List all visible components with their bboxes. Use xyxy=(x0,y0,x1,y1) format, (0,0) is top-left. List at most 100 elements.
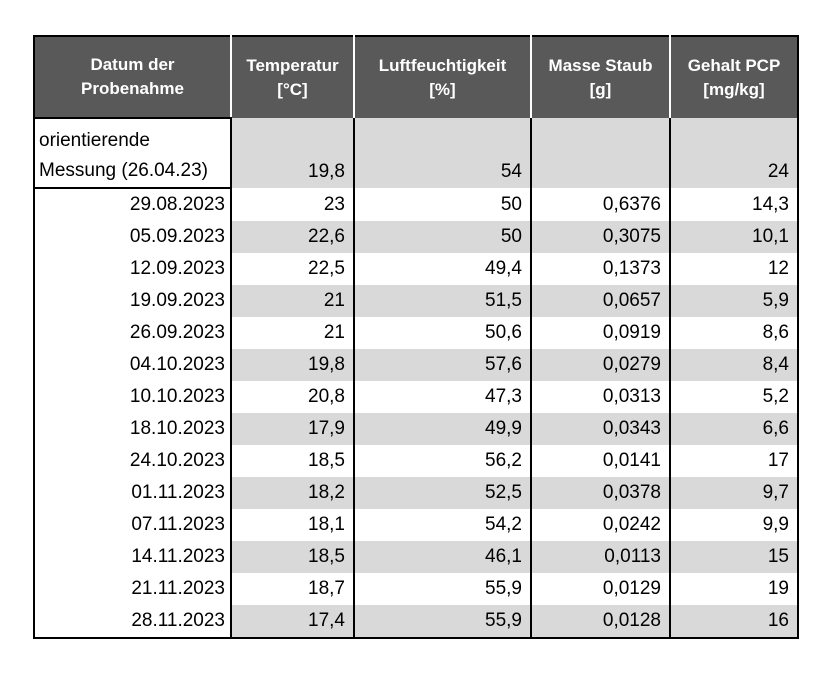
cell-pcp-content: 17 xyxy=(670,445,798,477)
cell-temperature: 18,5 xyxy=(231,445,355,477)
cell-humidity: 51,5 xyxy=(354,285,532,317)
cell-humidity: 50,6 xyxy=(354,317,532,349)
cell-pcp-content: 8,6 xyxy=(670,317,798,349)
cell-humidity: 52,5 xyxy=(354,477,532,509)
table-row: 05.09.2023 22,6 50 0,3075 10,1 xyxy=(34,221,798,253)
cell-temperature: 18,7 xyxy=(231,573,355,605)
cell-dust-mass: 0,1373 xyxy=(531,253,671,285)
cell-date: 04.10.2023 xyxy=(34,349,232,381)
cell-date: 01.11.2023 xyxy=(34,477,232,509)
cell-humidity: 56,2 xyxy=(354,445,532,477)
cell-temperature: 20,8 xyxy=(231,381,355,413)
table-row: 19.09.2023 21 51,5 0,0657 5,9 xyxy=(34,285,798,317)
header-date-label: Datum der Probenahme xyxy=(81,55,184,98)
cell-pcp-content: 10,1 xyxy=(670,221,798,253)
header-temperature: Temperatur [°C] xyxy=(231,36,355,118)
cell-date: 12.09.2023 xyxy=(34,253,232,285)
cell-temperature: 17,4 xyxy=(231,605,355,638)
cell-temperature: 19,8 xyxy=(231,118,355,188)
cell-date: 05.09.2023 xyxy=(34,221,232,253)
table-row: 21.11.2023 18,7 55,9 0,0129 19 xyxy=(34,573,798,605)
cell-humidity: 49,9 xyxy=(354,413,532,445)
table-row: 07.11.2023 18,1 54,2 0,0242 9,9 xyxy=(34,509,798,541)
cell-pcp-content: 9,7 xyxy=(670,477,798,509)
cell-pcp-content: 5,9 xyxy=(670,285,798,317)
cell-dust-mass: 0,0343 xyxy=(531,413,671,445)
table-row: 28.11.2023 17,4 55,9 0,0128 16 xyxy=(34,605,798,638)
cell-dust-mass: 0,0378 xyxy=(531,477,671,509)
cell-date: 26.09.2023 xyxy=(34,317,232,349)
cell-date: 29.08.2023 xyxy=(34,188,232,221)
cell-date: 14.11.2023 xyxy=(34,541,232,573)
cell-pcp-content: 16 xyxy=(670,605,798,638)
cell-dust-mass: 0,0919 xyxy=(531,317,671,349)
cell-temperature: 21 xyxy=(231,285,355,317)
cell-temperature: 18,5 xyxy=(231,541,355,573)
cell-dust-mass: 0,0313 xyxy=(531,381,671,413)
header-temperature-label: Temperatur [°C] xyxy=(246,55,339,99)
cell-dust-mass: 0,0141 xyxy=(531,445,671,477)
cell-pcp-content: 6,6 xyxy=(670,413,798,445)
table-row: 14.11.2023 18,5 46,1 0,0113 15 xyxy=(34,541,798,573)
cell-dust-mass: 0,6376 xyxy=(531,188,671,221)
header-date: Datum der Probenahme xyxy=(34,36,232,119)
cell-date: 07.11.2023 xyxy=(34,509,232,541)
cell-temperature: 18,2 xyxy=(231,477,355,509)
cell-humidity: 55,9 xyxy=(354,573,532,605)
cell-dust-mass: 0,0128 xyxy=(531,605,671,638)
cell-temperature: 23 xyxy=(231,188,355,221)
cell-dust-mass xyxy=(531,118,671,188)
header-pcp-content: Gehalt PCP [mg/kg] xyxy=(670,36,798,118)
cell-pcp-content: 9,9 xyxy=(670,509,798,541)
table-row: 04.10.2023 19,8 57,6 0,0279 8,4 xyxy=(34,349,798,381)
cell-dust-mass: 0,0279 xyxy=(531,349,671,381)
table-row: 12.09.2023 22,5 49,4 0,1373 12 xyxy=(34,253,798,285)
header-dust-mass: Masse Staub [g] xyxy=(531,36,671,118)
cell-date: 21.11.2023 xyxy=(34,573,232,605)
cell-temperature: 21 xyxy=(231,317,355,349)
cell-dust-mass: 0,3075 xyxy=(531,221,671,253)
cell-pcp-content: 15 xyxy=(670,541,798,573)
measurement-table: Datum der Probenahme Temperatur [°C] Luf… xyxy=(33,35,799,639)
cell-humidity: 46,1 xyxy=(354,541,532,573)
cell-pcp-content: 8,4 xyxy=(670,349,798,381)
cell-temperature: 22,5 xyxy=(231,253,355,285)
cell-date: 24.10.2023 xyxy=(34,445,232,477)
cell-pcp-content: 24 xyxy=(670,118,798,188)
table-row: 26.09.2023 21 50,6 0,0919 8,6 xyxy=(34,317,798,349)
cell-humidity: 50 xyxy=(354,188,532,221)
cell-humidity: 55,9 xyxy=(354,605,532,638)
cell-dust-mass: 0,0657 xyxy=(531,285,671,317)
cell-pcp-content: 12 xyxy=(670,253,798,285)
cell-dust-mass: 0,0129 xyxy=(531,573,671,605)
table-row: 18.10.2023 17,9 49,9 0,0343 6,6 xyxy=(34,413,798,445)
header-row: Datum der Probenahme Temperatur [°C] Luf… xyxy=(34,36,798,119)
header-humidity: Luftfeuchtigkeit [%] xyxy=(354,36,532,118)
cell-pcp-content: 5,2 xyxy=(670,381,798,413)
cell-temperature: 17,9 xyxy=(231,413,355,445)
table-row: 10.10.2023 20,8 47,3 0,0313 5,2 xyxy=(34,381,798,413)
cell-humidity: 57,6 xyxy=(354,349,532,381)
cell-humidity: 47,3 xyxy=(354,381,532,413)
cell-dust-mass: 0,0242 xyxy=(531,509,671,541)
table-row: 29.08.2023 23 50 0,6376 14,3 xyxy=(34,188,798,221)
cell-date: 19.09.2023 xyxy=(34,285,232,317)
cell-humidity: 49,4 xyxy=(354,253,532,285)
header-humidity-label: Luftfeuchtigkeit [%] xyxy=(378,55,507,99)
cell-humidity: 54 xyxy=(354,118,532,188)
cell-date: orientierende Messung (26.04.23) xyxy=(34,118,232,189)
cell-temperature: 22,6 xyxy=(231,221,355,253)
cell-humidity: 50 xyxy=(354,221,532,253)
cell-temperature: 18,1 xyxy=(231,509,355,541)
cell-humidity: 54,2 xyxy=(354,509,532,541)
header-pcp-content-label: Gehalt PCP [mg/kg] xyxy=(687,55,781,99)
cell-pcp-content: 19 xyxy=(670,573,798,605)
table-row: 01.11.2023 18,2 52,5 0,0378 9,7 xyxy=(34,477,798,509)
cell-date: 10.10.2023 xyxy=(34,381,232,413)
cell-temperature: 19,8 xyxy=(231,349,355,381)
header-dust-mass-label: Masse Staub [g] xyxy=(548,55,653,99)
table-row: 24.10.2023 18,5 56,2 0,0141 17 xyxy=(34,445,798,477)
cell-dust-mass: 0,0113 xyxy=(531,541,671,573)
cell-date: 18.10.2023 xyxy=(34,413,232,445)
